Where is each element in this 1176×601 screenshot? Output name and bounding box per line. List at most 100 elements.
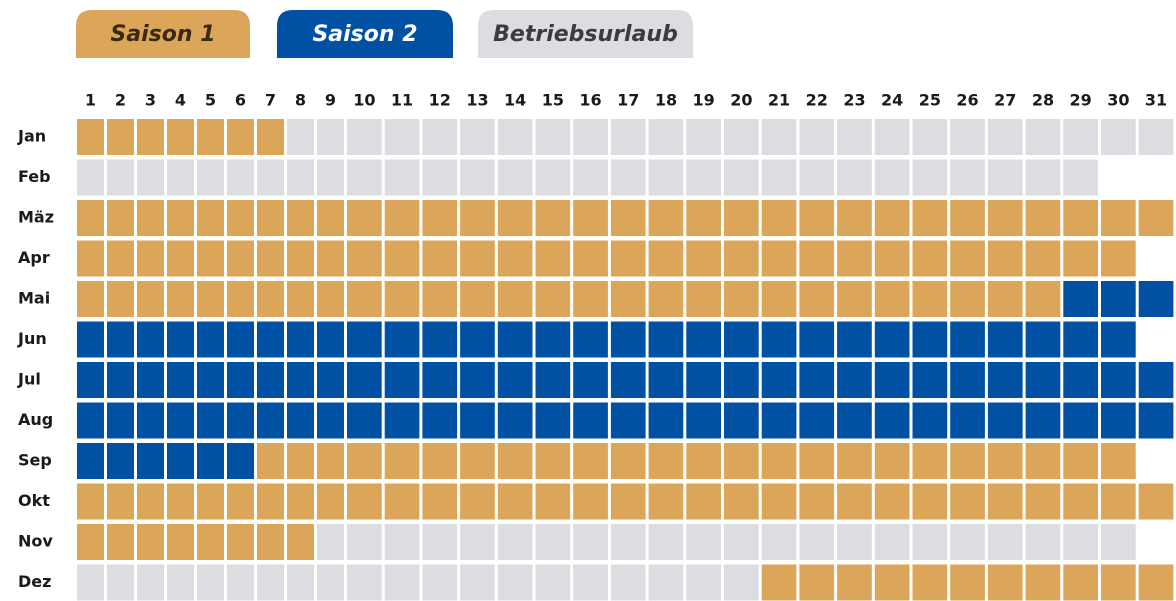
day-cell	[422, 524, 458, 560]
legend-label: Betriebsurlaub	[493, 22, 678, 47]
day-cell	[837, 119, 872, 155]
day-cell	[686, 524, 721, 560]
day-cell	[137, 443, 164, 479]
day-cell	[167, 443, 194, 479]
day-cell	[257, 483, 284, 520]
day-cell	[874, 321, 910, 358]
legend-tab	[478, 10, 693, 58]
day-cell	[724, 443, 759, 479]
day-label: 29	[1070, 91, 1092, 110]
day-cell	[422, 159, 458, 196]
day-label: 25	[919, 91, 941, 110]
day-cell	[987, 159, 1023, 196]
day-cell	[227, 362, 254, 398]
day-cell	[197, 119, 224, 155]
day-cell	[257, 443, 284, 479]
day-cell	[167, 159, 194, 196]
day-cell	[724, 524, 759, 560]
day-cell	[227, 240, 254, 277]
day-cell	[460, 321, 495, 358]
day-cell	[950, 119, 985, 155]
day-cell	[1101, 524, 1136, 560]
day-cell	[384, 564, 420, 601]
day-cell	[912, 402, 948, 439]
day-cell	[167, 321, 194, 358]
day-cell	[610, 200, 646, 236]
day-cell	[384, 119, 420, 155]
day-cell	[422, 564, 458, 601]
day-cell	[137, 240, 164, 277]
day-cell	[1138, 564, 1174, 601]
day-cell	[257, 200, 284, 236]
day-cell	[460, 483, 495, 520]
day-label: 23	[843, 91, 865, 110]
day-cell	[347, 483, 382, 520]
day-cell	[384, 483, 420, 520]
day-cell	[460, 119, 495, 155]
day-cell	[573, 483, 608, 520]
day-cell	[384, 200, 420, 236]
day-cell	[347, 240, 382, 277]
day-cell	[912, 159, 948, 196]
legend-label: Saison 2	[312, 22, 417, 47]
day-cell	[422, 119, 458, 155]
day-cell	[610, 443, 646, 479]
day-cell	[460, 564, 495, 601]
day-label: 1	[85, 91, 96, 110]
day-cell	[1063, 200, 1098, 236]
day-cell	[686, 240, 721, 277]
day-label: 12	[429, 91, 451, 110]
day-cell	[686, 159, 721, 196]
day-cell	[1063, 443, 1098, 479]
day-label: 4	[175, 91, 186, 110]
day-cell	[77, 483, 104, 520]
day-cell	[874, 240, 910, 277]
day-cell	[460, 443, 495, 479]
day-cell	[837, 321, 872, 358]
day-cell	[137, 159, 164, 196]
day-cell	[1101, 200, 1136, 236]
day-cell	[761, 200, 797, 236]
day-cell	[317, 281, 344, 317]
day-cell	[686, 443, 721, 479]
day-cell	[137, 524, 164, 560]
day-cell	[648, 524, 684, 560]
day-cell	[1025, 443, 1061, 479]
day-cell	[347, 119, 382, 155]
day-cell	[535, 524, 571, 560]
day-cell	[1063, 362, 1098, 398]
day-cell	[1101, 362, 1136, 398]
day-cell	[799, 564, 835, 601]
day-cell	[167, 362, 194, 398]
day-cell	[799, 524, 835, 560]
day-cell	[761, 281, 797, 317]
day-cell	[799, 443, 835, 479]
day-cell	[167, 402, 194, 439]
month-label: Feb	[18, 167, 51, 186]
day-cell	[287, 524, 314, 560]
day-cell	[535, 564, 571, 601]
day-label: 8	[295, 91, 306, 110]
day-cell	[535, 321, 571, 358]
day-cell	[1101, 483, 1136, 520]
day-cell	[227, 402, 254, 439]
legend-label: Saison 1	[110, 22, 215, 47]
day-cell	[227, 119, 254, 155]
day-cell	[987, 443, 1023, 479]
day-cell	[1101, 402, 1136, 439]
day-label: 24	[881, 91, 903, 110]
day-cell	[761, 362, 797, 398]
day-cell	[197, 159, 224, 196]
day-cell	[610, 362, 646, 398]
day-cell	[1025, 240, 1061, 277]
day-cell	[317, 321, 344, 358]
day-cell	[912, 483, 948, 520]
day-cell	[799, 281, 835, 317]
day-cell	[950, 281, 985, 317]
day-cell	[610, 159, 646, 196]
day-cell	[77, 321, 104, 358]
day-label: 19	[693, 91, 715, 110]
day-cell	[950, 524, 985, 560]
day-cell	[761, 159, 797, 196]
day-cell	[497, 483, 533, 520]
